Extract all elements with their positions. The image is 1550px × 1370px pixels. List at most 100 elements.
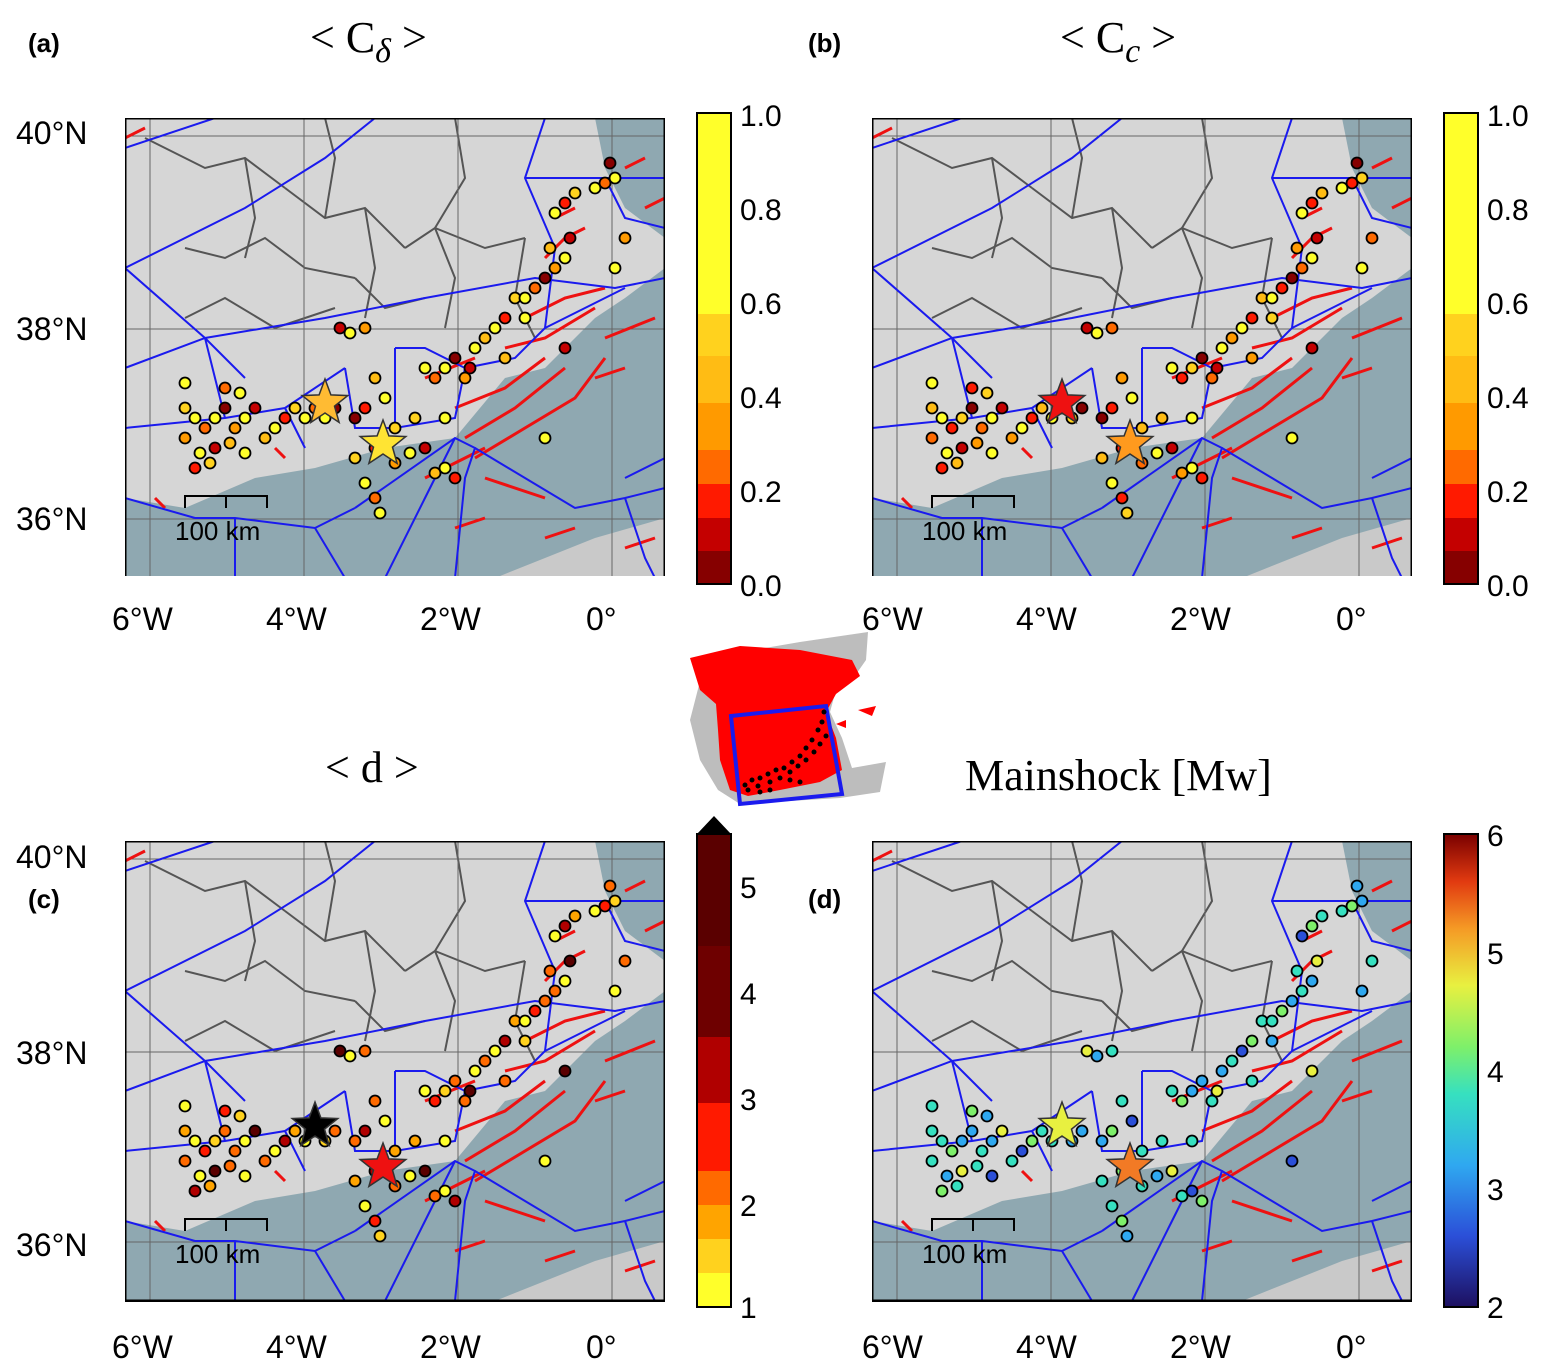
inset-event-dot	[797, 753, 803, 759]
axis-labels-c: 40°N 38°N 36°N 6°W 4°W 2°W 0°	[16, 839, 617, 1365]
event-cluster-dot	[403, 1169, 417, 1183]
event-cluster-dot	[178, 1154, 192, 1168]
seismic-zone-boundary	[872, 118, 1123, 269]
seismic-zone-boundary	[1061, 1250, 1093, 1302]
event-cluster-dot	[1305, 196, 1319, 210]
mainshock-star-icon	[358, 1140, 408, 1189]
lon-label: 4°W	[1016, 601, 1078, 637]
event-cluster-dot	[218, 1124, 232, 1138]
seismic-zone-boundary	[314, 527, 345, 576]
event-cluster-dot	[1310, 954, 1324, 968]
seismic-zone-boundary	[1371, 457, 1412, 479]
fault-line	[1291, 526, 1323, 540]
event-cluster-dot	[358, 1124, 372, 1138]
event-cluster-dot	[563, 954, 577, 968]
province-border	[144, 860, 286, 912]
province-border	[1031, 187, 1153, 249]
fault-line	[624, 156, 646, 170]
inset-event-dot	[803, 757, 809, 763]
lat-label: 38°N	[16, 311, 88, 347]
colorbar-d: 6 5 4 3 2	[1443, 820, 1504, 1325]
event-cluster-dot	[1115, 1214, 1129, 1228]
event-cluster-dot	[975, 421, 989, 435]
event-cluster-dot	[950, 1179, 964, 1193]
event-cluster-dot	[428, 466, 442, 480]
fault-line	[624, 879, 646, 893]
province-border	[244, 157, 257, 259]
sea-area	[125, 991, 665, 1301]
event-cluster-dot	[925, 376, 939, 390]
colorbar-c: 5 4 3 2 1	[696, 816, 757, 1325]
axis-labels-d: 6°W 4°W 2°W 0°	[862, 1329, 1367, 1365]
fault-line	[1351, 316, 1403, 340]
event-cluster-dot	[538, 431, 552, 445]
fault-line	[454, 1079, 546, 1133]
event-cluster-dot	[955, 411, 969, 425]
event-cluster-dot	[418, 1164, 432, 1178]
spain-shape	[690, 646, 860, 796]
event-cluster-dot	[518, 1014, 532, 1028]
fault-line	[644, 196, 665, 210]
event-cluster-dot	[378, 391, 392, 405]
event-cluster-dot	[418, 1084, 432, 1098]
event-cluster-dot	[608, 984, 622, 998]
seismic-zone-boundary	[125, 118, 216, 149]
map-panel-c: 100 km	[125, 841, 665, 1302]
event-cluster-dot	[333, 1044, 347, 1058]
event-cluster-dot	[478, 1054, 492, 1068]
event-cluster-dot	[438, 411, 452, 425]
map-panel-b: 100 km	[872, 118, 1412, 576]
event-cluster-dot	[408, 411, 422, 425]
event-cluster-dot	[995, 1124, 1009, 1138]
event-cluster-dot	[1215, 1064, 1229, 1078]
event-cluster-dot	[448, 471, 462, 485]
event-cluster-dot	[518, 1034, 532, 1048]
event-cluster-dot	[1355, 171, 1369, 185]
event-cluster-dot	[1135, 1144, 1149, 1158]
fault-line	[504, 1029, 596, 1073]
africa-land	[500, 518, 665, 576]
lon-label: 4°W	[266, 601, 328, 637]
fault-line	[484, 1199, 546, 1223]
colorbar-tick: 1	[740, 1292, 757, 1325]
event-cluster-dot	[980, 386, 994, 400]
province-border	[931, 1019, 1083, 1053]
fault-line	[464, 366, 566, 440]
event-cluster-dot	[1205, 1094, 1219, 1108]
event-cluster-dot	[568, 909, 582, 923]
colorbar-tick: 0.6	[740, 288, 782, 321]
seismic-zone-boundary	[872, 118, 963, 149]
seismic-zone-boundary	[624, 1220, 656, 1302]
colorbar-tick: 0.4	[1487, 382, 1529, 415]
event-cluster-dot	[558, 1064, 572, 1078]
event-cluster-dot	[538, 271, 552, 285]
event-cluster-dot	[1195, 351, 1209, 365]
axis-labels-a: 40°N 38°N 36°N 6°W 4°W 2°W 0°	[16, 115, 617, 637]
province-border	[1031, 910, 1153, 972]
scale-bar-label: 100 km	[175, 1239, 260, 1269]
event-cluster-dot	[358, 476, 372, 490]
event-cluster-dot	[1295, 929, 1309, 943]
event-cluster-dot	[1150, 1169, 1164, 1183]
event-cluster-dot	[188, 461, 202, 475]
event-cluster-dot	[438, 1134, 452, 1148]
axis-labels-b: 6°W 4°W 2°W 0°	[862, 601, 1367, 637]
event-cluster-dot	[448, 1194, 462, 1208]
mainshock-star-icon	[1105, 417, 1155, 466]
event-cluster-dot	[1025, 1134, 1039, 1148]
province-border	[324, 841, 337, 942]
event-cluster-dot	[618, 954, 632, 968]
event-cluster-dot	[1080, 1044, 1094, 1058]
event-cluster-dot	[1125, 391, 1139, 405]
inset-event-dot	[819, 719, 825, 725]
event-cluster-dot	[925, 1099, 939, 1113]
province-border	[1181, 950, 1204, 1052]
event-cluster-dot	[348, 1134, 362, 1148]
lon-label: 4°W	[266, 1329, 328, 1365]
seismic-zone-boundary	[1221, 447, 1412, 510]
inset-event-dot	[823, 733, 829, 739]
africa-land	[1247, 518, 1412, 576]
colorbar-tick: 3	[740, 1084, 757, 1117]
event-cluster-dot	[448, 1074, 462, 1088]
seismic-zone-boundary	[314, 1250, 346, 1302]
